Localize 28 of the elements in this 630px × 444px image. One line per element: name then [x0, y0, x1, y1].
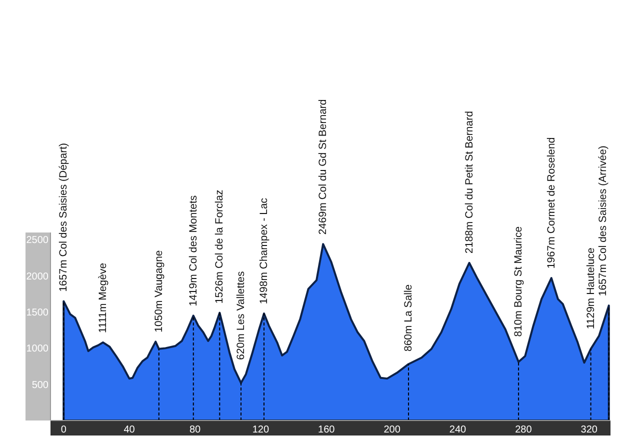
ref-line-label: 1657m Col des Saisies (Départ): [58, 142, 70, 292]
x-tick-label: 40: [124, 424, 136, 436]
y-tick-label: 500: [32, 380, 49, 391]
annotation: 2469m Col du Gd St Bernard: [317, 99, 330, 235]
x-tick-label: 280: [515, 424, 532, 436]
y-tick-label: 1000: [26, 344, 49, 355]
ref-line-label: 620m Les Vallettes: [235, 271, 247, 360]
y-tick-label: 2500: [26, 235, 49, 246]
annotation: 2188m Col du Petit St Bernard: [463, 110, 476, 254]
x-tick-label: 0: [60, 424, 67, 436]
x-tick-label: 80: [189, 424, 202, 436]
annotation: 1967m Cormet de Roselend: [545, 137, 558, 269]
ref-line-label: 860m La Salle: [402, 284, 415, 352]
ref-line-label: 1419m Col des Montets: [187, 195, 200, 306]
x-tick-label: 160: [318, 424, 336, 436]
x-tick-label: 200: [384, 424, 401, 436]
ref-line-label: 1050m Vaugagne: [152, 250, 165, 332]
y-tick-label: 1500: [26, 308, 49, 319]
ref-line-label: 1498m Champex - Lac: [258, 198, 270, 304]
y-tick-label: 2000: [26, 271, 49, 282]
ref-line-label: 1657m Col des Saisies (Arrivée): [596, 146, 609, 296]
x-tick-label: 120: [252, 424, 270, 436]
annotation: 1111m Megève: [97, 262, 110, 334]
ref-line-label: 1129m Hauteluce: [584, 247, 597, 330]
ref-line-label: 1526m Col de la Forclaz: [214, 190, 226, 304]
ref-line-label: 810m Bourg St Maurice: [512, 226, 525, 337]
x-tick-label: 240: [449, 424, 467, 436]
x-tick-label: 320: [580, 424, 598, 436]
